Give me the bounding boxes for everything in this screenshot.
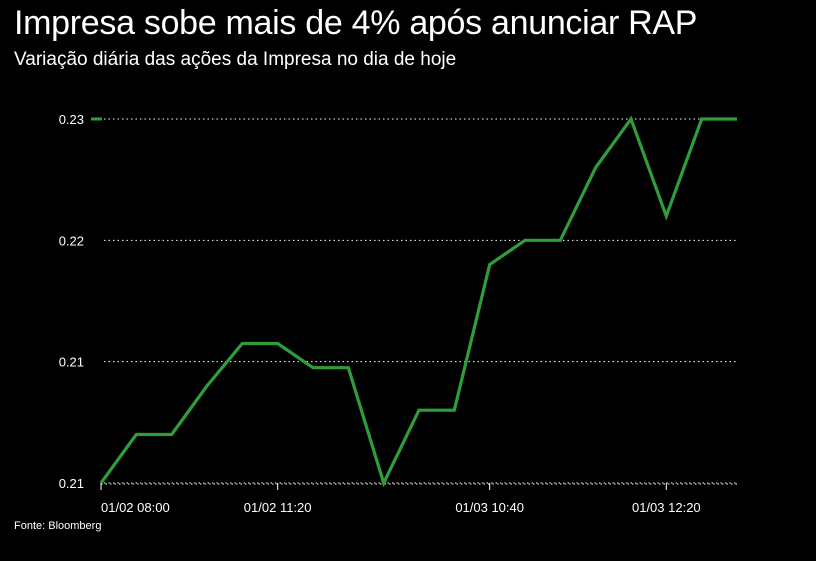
series-line-0	[99, 115, 737, 488]
x-axis-ticks: 01/02 08:00 01/02 11:20 01/03 10:40 01/03 1…	[100, 483, 737, 515]
series-layer	[99, 115, 737, 488]
x-tick-label-0: 01/02 08:00	[101, 500, 170, 515]
y-tick-label-3: 0.23	[59, 112, 84, 127]
y-tick-label-0: 0.21	[59, 476, 84, 491]
x-tick-label-3: 01/03 12:20	[632, 500, 701, 515]
y-tick-label-2: 0.22	[59, 233, 84, 248]
chart-subtitle: Variação diária das ações da Impresa no …	[14, 49, 457, 70]
y-axis-ticks: 0.21 0.21 0.22 0.23	[59, 112, 84, 491]
chart-title: Impresa sobe mais de 4% após anunciar RA…	[14, 4, 698, 42]
source-note: Fonte: Bloomberg	[14, 520, 102, 532]
y-tick-label-1: 0.21	[59, 355, 84, 370]
grid-lines	[91, 117, 737, 484]
x-tick-label-1: 01/02 11:20	[244, 500, 312, 515]
x-tick-label-2: 01/03 10:40	[455, 500, 524, 515]
